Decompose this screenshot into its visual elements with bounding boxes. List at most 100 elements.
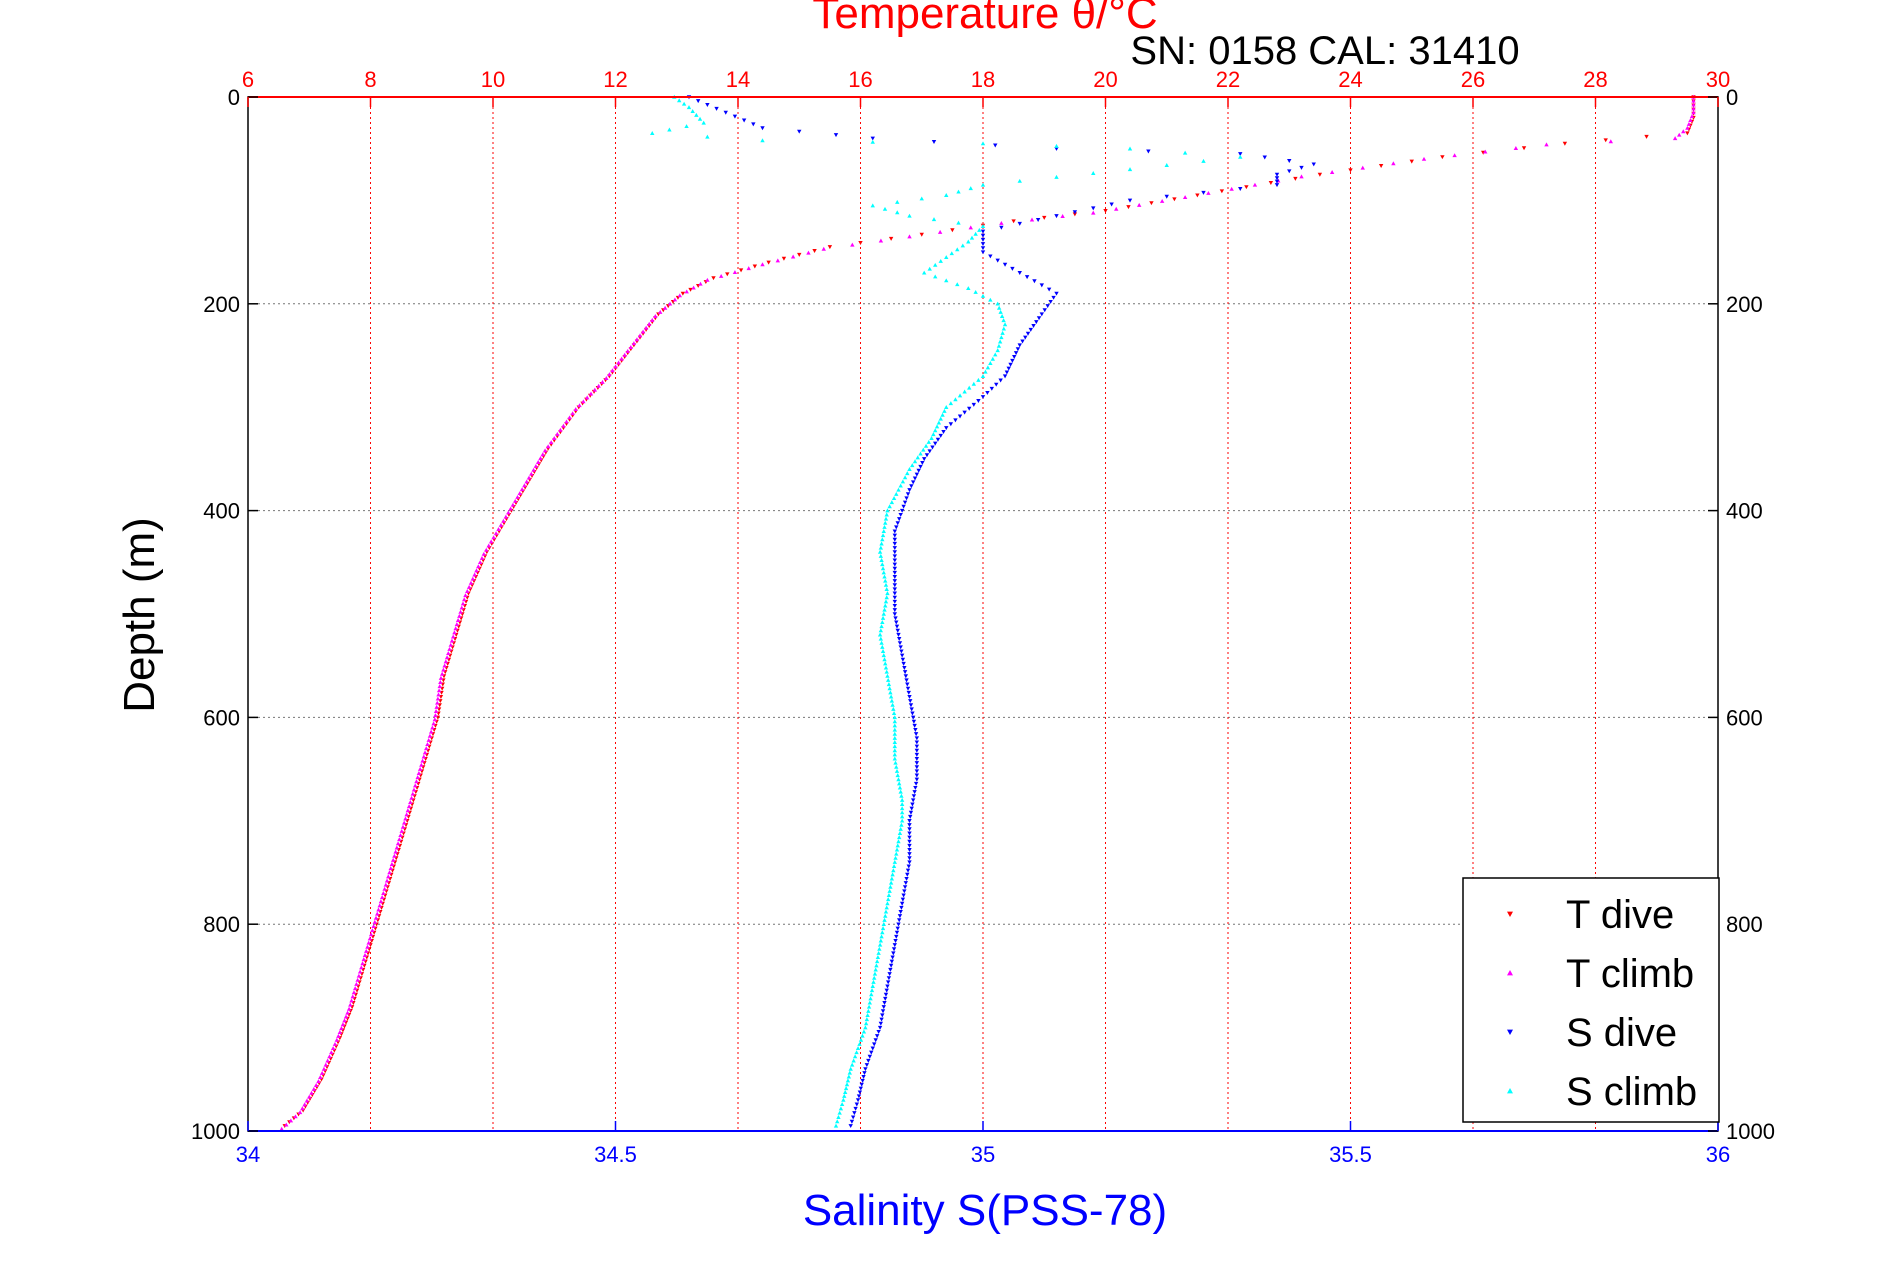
data-point — [797, 252, 802, 257]
data-point — [876, 1029, 881, 1034]
data-point — [1017, 343, 1022, 348]
data-point — [1103, 208, 1108, 213]
data-point — [538, 456, 543, 461]
data-point — [1238, 187, 1243, 191]
data-point — [1017, 178, 1022, 183]
data-point — [937, 229, 943, 234]
data-point — [309, 1090, 314, 1095]
data-point — [892, 554, 897, 559]
data-point — [421, 754, 426, 759]
data-point — [998, 378, 1003, 383]
data-point — [1010, 358, 1015, 363]
data-point — [899, 822, 904, 827]
data-point — [352, 986, 358, 991]
top-tick-label: 8 — [364, 67, 376, 92]
data-point — [408, 799, 413, 804]
data-point — [949, 251, 954, 256]
data-point — [899, 901, 905, 906]
data-point — [1562, 141, 1568, 146]
data-point — [1287, 159, 1292, 163]
data-point — [892, 533, 897, 538]
data-point — [901, 504, 906, 509]
data-point — [444, 655, 450, 660]
data-point — [330, 1046, 336, 1051]
data-point — [892, 715, 897, 720]
data-point — [449, 638, 455, 643]
data-point — [370, 928, 375, 933]
data-point — [924, 453, 930, 458]
data-point — [367, 936, 373, 941]
data-point — [1672, 136, 1678, 141]
data-point — [592, 387, 598, 392]
data-point — [891, 711, 897, 716]
data-point — [892, 612, 897, 617]
data-point — [1219, 189, 1225, 194]
data-point — [1182, 150, 1188, 155]
data-point — [496, 527, 501, 531]
data-point — [897, 637, 902, 642]
data-point — [463, 593, 468, 598]
data-point — [938, 258, 943, 263]
data-point — [332, 1041, 338, 1046]
data-point — [892, 859, 897, 864]
data-point — [880, 620, 885, 625]
data-point — [897, 785, 903, 790]
data-point — [1608, 139, 1614, 144]
data-point — [1685, 131, 1690, 136]
data-point — [918, 451, 923, 456]
data-point — [372, 919, 377, 924]
data-point — [973, 231, 978, 236]
data-point — [340, 1022, 346, 1027]
data-point — [892, 599, 897, 604]
data-point — [933, 428, 938, 433]
data-point — [931, 140, 937, 145]
data-point — [442, 663, 447, 668]
data-point — [922, 457, 927, 462]
data-point — [914, 777, 920, 782]
data-point — [698, 281, 703, 286]
data-point — [634, 337, 640, 342]
data-point — [993, 352, 998, 357]
data-point — [910, 715, 916, 720]
data-point — [561, 423, 566, 428]
data-point — [1002, 322, 1008, 327]
data-point — [980, 224, 986, 229]
data-point — [899, 806, 905, 811]
data-point — [980, 182, 986, 187]
data-point — [628, 345, 634, 349]
data-point — [983, 369, 988, 374]
data-point — [888, 236, 894, 241]
data-point — [850, 242, 855, 247]
data-point — [911, 794, 917, 799]
data-point — [1360, 165, 1365, 170]
data-point — [1006, 366, 1011, 371]
data-point — [902, 475, 908, 480]
data-point — [1024, 275, 1030, 280]
top-tick-label: 6 — [242, 67, 254, 92]
data-point — [908, 703, 914, 708]
data-point — [393, 849, 398, 854]
data-point — [887, 504, 892, 509]
data-point — [705, 134, 710, 139]
data-point — [304, 1098, 310, 1103]
data-point — [881, 611, 886, 616]
data-point — [867, 1000, 873, 1005]
data-point — [980, 250, 986, 255]
data-point — [375, 911, 380, 916]
data-point — [980, 373, 986, 378]
data-point — [752, 264, 758, 269]
data-point — [422, 750, 428, 755]
y-tick-label-left: 0 — [228, 85, 240, 110]
data-point — [891, 706, 896, 711]
data-point — [894, 847, 900, 852]
data-point — [892, 740, 897, 744]
data-point — [284, 1122, 289, 1127]
data-point — [318, 1075, 323, 1079]
data-point — [895, 926, 900, 931]
data-point — [1691, 106, 1696, 111]
data-point — [643, 325, 649, 330]
data-point — [1268, 181, 1274, 186]
data-point — [453, 626, 458, 631]
data-point — [1681, 129, 1686, 134]
data-point — [1025, 331, 1031, 336]
